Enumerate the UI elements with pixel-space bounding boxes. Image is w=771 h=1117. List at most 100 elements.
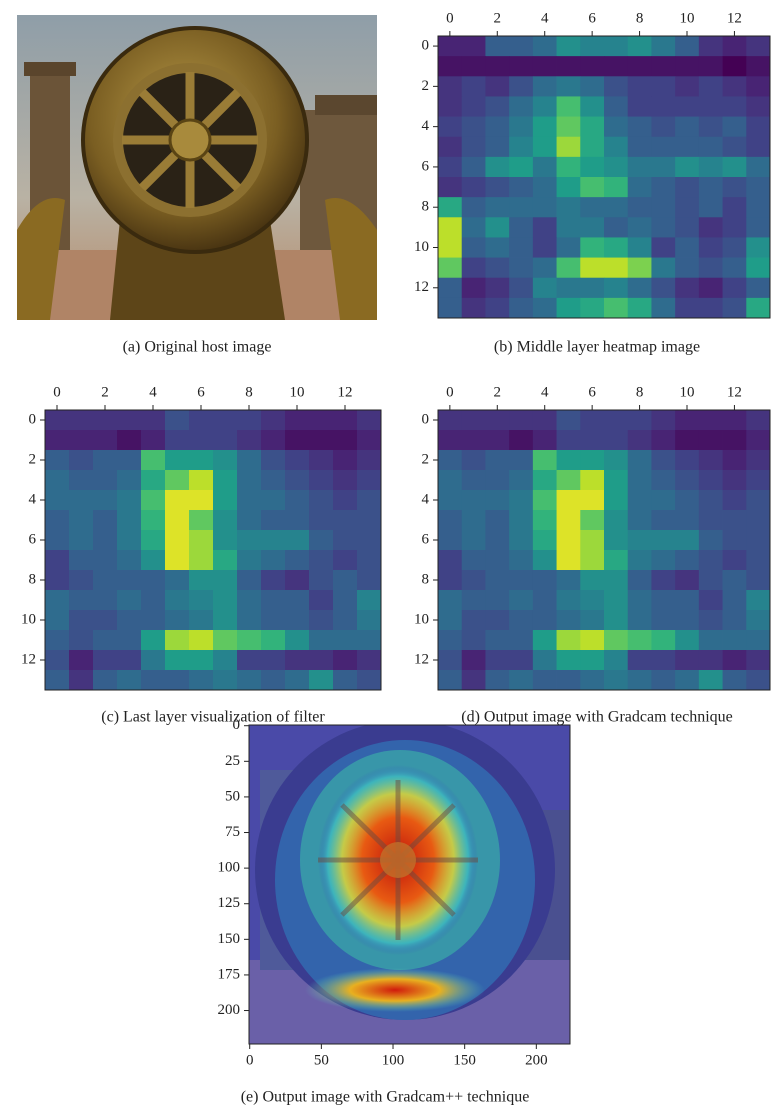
heatmap-cell bbox=[93, 470, 117, 490]
heatmap-cell bbox=[285, 630, 309, 650]
heatmap-cell bbox=[69, 650, 93, 670]
heatmap-cell bbox=[580, 610, 604, 630]
heatmap-cell bbox=[723, 450, 747, 470]
heatmap-cell bbox=[628, 56, 652, 77]
heatmap-cell bbox=[723, 237, 747, 258]
heatmap-cell bbox=[628, 430, 652, 450]
heatmap-cell bbox=[651, 237, 675, 258]
heatmap-cell bbox=[557, 117, 581, 138]
heatmap-cell bbox=[580, 410, 604, 430]
heatmap-cell bbox=[117, 530, 141, 550]
heatmap-cell bbox=[651, 157, 675, 178]
heatmap-cell bbox=[261, 430, 285, 450]
heatmap-cell bbox=[699, 56, 723, 77]
heatmap-cell bbox=[357, 670, 381, 690]
heatmap-cell bbox=[533, 410, 557, 430]
heatmap-cell bbox=[651, 36, 675, 57]
heatmap-cell bbox=[462, 470, 486, 490]
heatmap-cell bbox=[651, 590, 675, 610]
heatmap-cell bbox=[438, 430, 462, 450]
x-tick-label: 12 bbox=[727, 10, 742, 26]
heatmap-cell bbox=[699, 298, 723, 319]
heatmap-cell bbox=[651, 530, 675, 550]
heatmap-cell bbox=[509, 670, 533, 690]
heatmap-cell bbox=[746, 157, 770, 178]
x-tick-label: 2 bbox=[101, 384, 109, 400]
heatmap-cell bbox=[285, 550, 309, 570]
heatmap-cell bbox=[261, 610, 285, 630]
heatmap-cell bbox=[723, 76, 747, 97]
heatmap-cell bbox=[723, 56, 747, 77]
heatmap-cell bbox=[438, 197, 462, 218]
heatmap-cell bbox=[723, 470, 747, 490]
heatmap-cell bbox=[699, 410, 723, 430]
heatmap-cell bbox=[533, 630, 557, 650]
heatmap-cell bbox=[45, 410, 69, 430]
heatmap-cell bbox=[675, 610, 699, 630]
y-tick-label: 0 bbox=[422, 411, 430, 427]
heatmap-cell bbox=[141, 410, 165, 430]
heatmap-cell bbox=[462, 96, 486, 117]
heatmap-cell bbox=[462, 36, 486, 57]
x-tick-label: 10 bbox=[290, 384, 305, 400]
heatmap-cell bbox=[557, 237, 581, 258]
heatmap-cell bbox=[746, 278, 770, 299]
heatmap-cell bbox=[141, 570, 165, 590]
heatmap-cell bbox=[580, 217, 604, 238]
heatmap-cell bbox=[580, 197, 604, 218]
heatmap-cell bbox=[309, 670, 333, 690]
heatmap-cell bbox=[309, 550, 333, 570]
heatmap-cell bbox=[117, 670, 141, 690]
heatmap-cell bbox=[699, 197, 723, 218]
heatmap-cell bbox=[580, 298, 604, 319]
x-tick-label: 2 bbox=[494, 10, 502, 26]
caption: (d) Output image with Gradcam technique bbox=[461, 709, 732, 726]
heatmap-cell bbox=[189, 530, 213, 550]
heatmap-cell bbox=[237, 570, 261, 590]
heatmap-cell bbox=[165, 430, 189, 450]
heatmap-cell bbox=[651, 298, 675, 319]
heatmap-cell bbox=[557, 258, 581, 279]
heatmap-cell bbox=[117, 650, 141, 670]
heatmap-cell bbox=[723, 490, 747, 510]
heatmap-cell bbox=[557, 217, 581, 238]
x-tick-label: 100 bbox=[382, 1052, 405, 1068]
heatmap-cell bbox=[261, 650, 285, 670]
heatmap-cell bbox=[165, 650, 189, 670]
heatmap-cell bbox=[509, 258, 533, 279]
heatmap-cell bbox=[462, 117, 486, 138]
heatmap-cell bbox=[557, 96, 581, 117]
heatmap-cell bbox=[557, 610, 581, 630]
heatmap-cell bbox=[533, 217, 557, 238]
page: {"chart_data": [ {"type": "image", "capt… bbox=[0, 0, 771, 1117]
y-tick-label: 125 bbox=[218, 895, 241, 911]
heatmap-cell bbox=[189, 670, 213, 690]
heatmap-cell bbox=[675, 410, 699, 430]
heatmap-cell bbox=[45, 590, 69, 610]
x-tick-label: 4 bbox=[149, 384, 157, 400]
heatmap-cell bbox=[557, 570, 581, 590]
heatmap-cell bbox=[462, 237, 486, 258]
y-tick-label: 6 bbox=[29, 531, 37, 547]
heatmap-cell bbox=[438, 410, 462, 430]
x-tick-label: 4 bbox=[541, 384, 549, 400]
heatmap-cell bbox=[675, 278, 699, 299]
heatmap-cell bbox=[165, 410, 189, 430]
heatmap-cell bbox=[604, 630, 628, 650]
heatmap-cell bbox=[485, 550, 509, 570]
heatmap-cell bbox=[45, 530, 69, 550]
heatmap-cell bbox=[533, 237, 557, 258]
heatmap-cell bbox=[723, 670, 747, 690]
heatmap-cell bbox=[604, 197, 628, 218]
heatmap-cell bbox=[261, 670, 285, 690]
heatmap-cell bbox=[485, 237, 509, 258]
heatmap-cell bbox=[746, 670, 770, 690]
heatmap-cell bbox=[438, 157, 462, 178]
heatmap-cell bbox=[699, 470, 723, 490]
heatmap-cell bbox=[675, 298, 699, 319]
heatmap-cell bbox=[309, 630, 333, 650]
heatmap-cell bbox=[93, 450, 117, 470]
heatmap-cell bbox=[580, 530, 604, 550]
x-tick-label: 200 bbox=[525, 1052, 548, 1068]
x-tick-label: 2 bbox=[494, 384, 502, 400]
